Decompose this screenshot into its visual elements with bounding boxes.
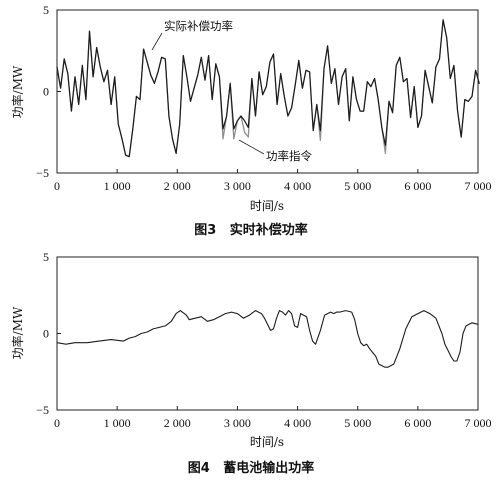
y-axis-label: 功率/MW bbox=[10, 306, 25, 359]
x-tick-label: 2 000 bbox=[164, 416, 191, 430]
y-axis-label: 功率/MW bbox=[10, 65, 25, 118]
series-layer bbox=[56, 310, 479, 368]
x-tick-label: 6 000 bbox=[404, 179, 431, 193]
y-tick-label: 0 bbox=[43, 85, 49, 99]
series-line-1 bbox=[56, 310, 479, 368]
x-axis-label: 时间/s bbox=[250, 435, 284, 449]
annotation-power-command: 功率指令 bbox=[238, 139, 312, 163]
annotation-leader-line bbox=[238, 139, 265, 155]
tick-layer: 0 1 000 2 000 3 000 4 000 5 000 6 000 7 000 −5 0 5 bbox=[36, 3, 491, 193]
x-tick-label: 7 000 bbox=[465, 179, 492, 193]
chart-battery-output-power: 功率/MW 时间/s 图4 蓄电池输出功率 0 1 000 2 000 3 000 4 … bbox=[10, 250, 492, 476]
x-tick-label: 1 000 bbox=[104, 416, 131, 430]
y-tick-label: −5 bbox=[36, 403, 49, 417]
figure-caption: 图4 蓄电池输出功率 bbox=[188, 460, 315, 476]
x-tick-label: 5 000 bbox=[344, 416, 371, 430]
annotation-leader-line bbox=[151, 32, 163, 51]
annotation-label: 功率指令 bbox=[266, 149, 312, 163]
x-tick-label: 5 000 bbox=[344, 179, 371, 193]
x-tick-label: 7 000 bbox=[465, 416, 492, 430]
x-tick-label: 3 000 bbox=[224, 416, 251, 430]
series-line-2 bbox=[56, 19, 480, 158]
x-tick-label: 4 000 bbox=[284, 416, 311, 430]
y-tick-label: 0 bbox=[43, 327, 49, 341]
x-tick-label: 3 000 bbox=[224, 179, 251, 193]
x-tick-label: 6 000 bbox=[404, 416, 431, 430]
y-tick-label: 5 bbox=[43, 250, 49, 264]
plot-frame bbox=[56, 256, 479, 411]
y-tick-label: 5 bbox=[43, 3, 49, 17]
annotation-actual-compensation: 实际补偿功率 bbox=[151, 19, 233, 51]
x-tick-label: 4 000 bbox=[284, 179, 311, 193]
series-line-1 bbox=[56, 19, 480, 158]
figure-caption: 图3 实时补偿功率 bbox=[194, 222, 308, 238]
chart-realtime-compensation-power: 功率/MW 时间/s 图3 实时补偿功率 0 1 000 2 000 3 000 4 0… bbox=[10, 3, 492, 238]
x-tick-label: 0 bbox=[54, 179, 60, 193]
x-tick-label: 2 000 bbox=[164, 179, 191, 193]
x-tick-label: 1 000 bbox=[104, 179, 131, 193]
x-axis-label: 时间/s bbox=[250, 199, 284, 213]
annotation-label: 实际补偿功率 bbox=[164, 19, 233, 33]
x-tick-label: 0 bbox=[54, 416, 60, 430]
series-layer bbox=[56, 19, 480, 158]
tick-layer: 0 1 000 2 000 3 000 4 000 5 000 6 000 7 000 −5 0 5 bbox=[36, 250, 491, 430]
y-tick-label: −5 bbox=[36, 166, 49, 180]
